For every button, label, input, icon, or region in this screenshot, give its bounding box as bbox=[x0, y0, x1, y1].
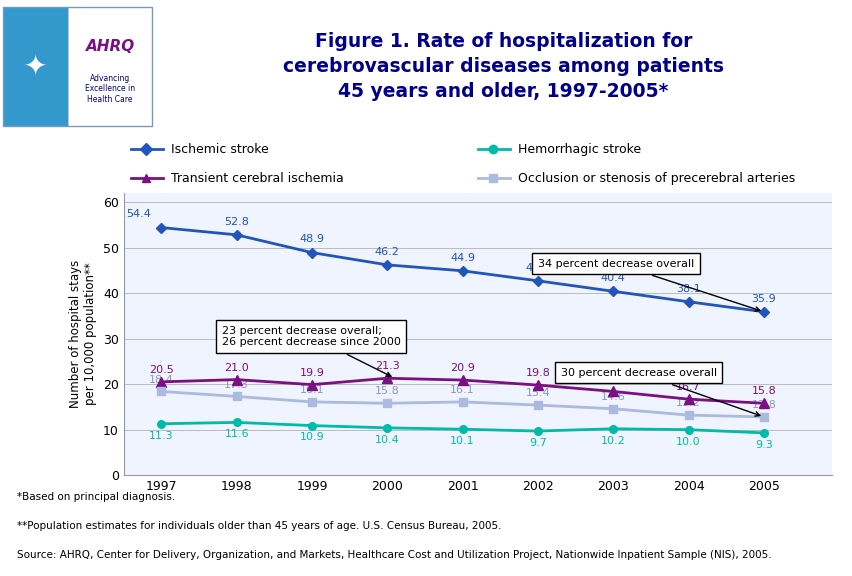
Text: 54.4: 54.4 bbox=[126, 209, 151, 219]
Text: 11.6: 11.6 bbox=[224, 429, 249, 439]
Text: 9.7: 9.7 bbox=[528, 438, 546, 448]
Text: 21.0: 21.0 bbox=[224, 363, 249, 373]
Text: 20.5: 20.5 bbox=[149, 365, 174, 375]
Text: Ischemic stroke: Ischemic stroke bbox=[171, 142, 268, 156]
Text: 10.9: 10.9 bbox=[299, 433, 324, 442]
Text: 34 percent decrease overall: 34 percent decrease overall bbox=[538, 259, 759, 311]
Text: 16.7: 16.7 bbox=[676, 382, 700, 392]
Text: 9.3: 9.3 bbox=[754, 439, 772, 450]
Text: 21.3: 21.3 bbox=[375, 361, 400, 372]
Text: Hemorrhagic stroke: Hemorrhagic stroke bbox=[517, 142, 641, 156]
Text: 16.1: 16.1 bbox=[299, 385, 324, 395]
Bar bbox=[3, 7, 68, 126]
Text: 15.4: 15.4 bbox=[525, 388, 550, 398]
Text: 10.1: 10.1 bbox=[450, 436, 475, 446]
Text: 44.9: 44.9 bbox=[450, 253, 475, 263]
Text: *Based on principal diagnosis.: *Based on principal diagnosis. bbox=[17, 492, 176, 502]
Text: 11.3: 11.3 bbox=[149, 431, 174, 441]
Text: 42.7: 42.7 bbox=[525, 263, 550, 272]
Text: 10.2: 10.2 bbox=[600, 435, 625, 446]
Text: 10.4: 10.4 bbox=[375, 435, 400, 445]
Text: 17.3: 17.3 bbox=[224, 380, 249, 389]
Text: **Population estimates for individuals older than 45 years of age. U.S. Census B: **Population estimates for individuals o… bbox=[17, 521, 501, 531]
Text: 18.4: 18.4 bbox=[600, 374, 625, 385]
Text: 13.2: 13.2 bbox=[676, 398, 700, 408]
Text: 15.8: 15.8 bbox=[751, 386, 775, 396]
Text: 10.0: 10.0 bbox=[676, 437, 700, 446]
Text: 40.4: 40.4 bbox=[600, 273, 625, 283]
Text: Source: AHRQ, Center for Delivery, Organization, and Markets, Healthcare Cost an: Source: AHRQ, Center for Delivery, Organ… bbox=[17, 550, 771, 560]
Text: 19.9: 19.9 bbox=[299, 368, 324, 378]
Text: Occlusion or stenosis of precerebral arteries: Occlusion or stenosis of precerebral art… bbox=[517, 172, 794, 185]
Text: 18.4: 18.4 bbox=[149, 374, 174, 385]
Text: 12.8: 12.8 bbox=[751, 400, 775, 410]
Text: Advancing
Excellence in
Health Care: Advancing Excellence in Health Care bbox=[85, 74, 135, 104]
Text: 14.6: 14.6 bbox=[600, 392, 625, 402]
Text: AHRQ: AHRQ bbox=[85, 39, 135, 54]
Text: Figure 1. Rate of hospitalization for
cerebrovascular diseases among patients
45: Figure 1. Rate of hospitalization for ce… bbox=[283, 32, 722, 101]
Text: 38.1: 38.1 bbox=[676, 283, 700, 294]
Y-axis label: Number of hospital stays
per 10,000 population**: Number of hospital stays per 10,000 popu… bbox=[69, 260, 97, 408]
Text: 35.9: 35.9 bbox=[751, 294, 775, 304]
Text: 46.2: 46.2 bbox=[374, 247, 400, 257]
Text: 16.1: 16.1 bbox=[450, 385, 475, 395]
Text: 30 percent decrease overall: 30 percent decrease overall bbox=[560, 367, 759, 416]
Text: 52.8: 52.8 bbox=[224, 217, 249, 226]
Text: 23 percent decrease overall;
26 percent decrease since 2000: 23 percent decrease overall; 26 percent … bbox=[222, 325, 400, 376]
Text: 48.9: 48.9 bbox=[299, 234, 324, 244]
Text: Transient cerebral ischemia: Transient cerebral ischemia bbox=[171, 172, 343, 185]
Text: 15.8: 15.8 bbox=[375, 386, 400, 396]
Text: 19.8: 19.8 bbox=[525, 368, 550, 378]
Bar bbox=[68, 7, 152, 126]
Text: ✦: ✦ bbox=[24, 52, 47, 80]
Text: 20.9: 20.9 bbox=[450, 363, 475, 373]
